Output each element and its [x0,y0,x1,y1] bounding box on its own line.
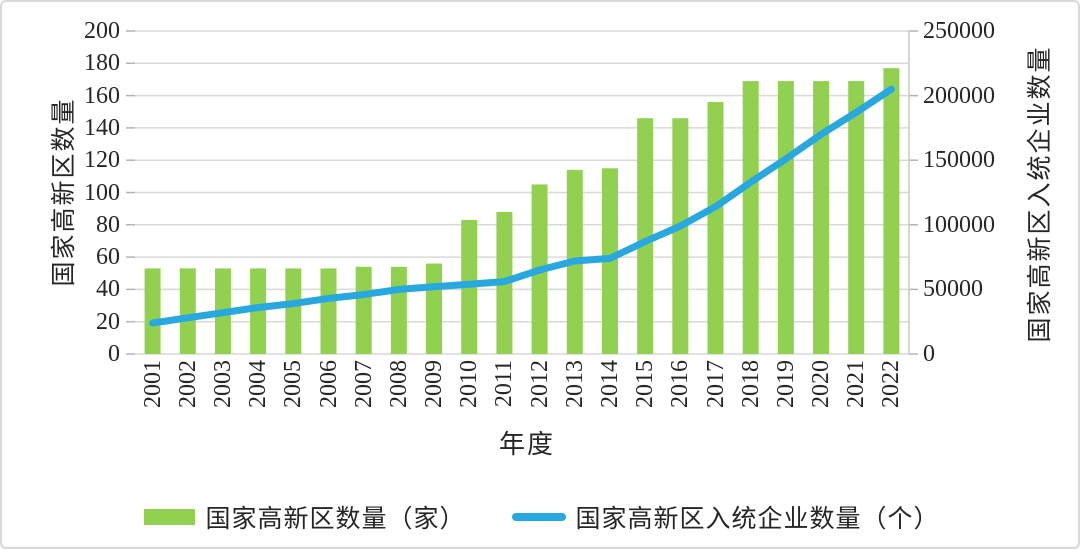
x-axis-tick-label: 2008 [385,360,412,408]
right-axis-tick-label: 150000 [923,147,995,174]
left-axis-tick-label: 180 [84,50,120,77]
x-axis-tick-label: 2017 [702,360,729,408]
left-axis-tick-label: 100 [84,179,120,206]
x-axis-tick-label: 2012 [526,360,553,408]
bar [320,268,337,354]
legend-item-line-series: 国家高新区入统企业数量（个） [511,499,940,535]
left-axis-tick-label: 200 [84,18,120,44]
x-axis-tick-label: 2006 [315,360,342,408]
bar [144,268,161,354]
x-axis-tick-label: 2018 [737,360,764,408]
right-axis-tick-label: 0 [923,341,935,367]
x-axis-tick-label: 2011 [491,360,518,408]
x-axis-tick-label: 2015 [632,360,659,408]
line-series-swatch-icon [511,513,566,521]
left-axis-tick-label: 120 [84,147,120,174]
legend-item-bar-series: 国家高新区数量（家） [144,499,465,535]
x-axis-tick-label: 2007 [350,360,377,408]
bar [390,266,407,354]
x-axis-title: 年度 [498,430,555,459]
x-axis-tick-label: 2004 [245,360,272,408]
bar [285,268,302,354]
x-axis-tick-label: 2001 [139,360,166,408]
bar [777,81,794,354]
x-axis-tick-label: 2010 [456,360,483,408]
legend: 国家高新区数量（家） 国家高新区入统企业数量（个） [2,499,1078,535]
trend-line [149,85,895,327]
x-axis-tick-label: 2022 [878,360,905,408]
bar [250,268,267,354]
right-axis-tick-label: 250000 [923,18,995,44]
right-axis-tick-label: 100000 [923,211,995,238]
bar [848,81,865,354]
bar [742,81,759,354]
x-axis-tick-label: 2016 [667,360,694,408]
left-axis-tick-label: 140 [84,114,120,141]
legend-label-line-series: 国家高新区入统企业数量（个） [575,506,940,533]
legend-label-bar-series: 国家高新区数量（家） [205,506,466,533]
left-axis-tick-label: 60 [96,244,120,271]
x-axis-tick-label: 2003 [209,360,236,408]
bar [707,102,724,354]
bar [672,118,689,355]
bar [813,81,830,354]
bar [426,263,443,354]
left-axis-tick-label: 0 [108,341,120,367]
x-axis-tick-label: 2005 [280,360,307,408]
x-axis-tick-label: 2020 [808,360,835,408]
left-axis-tick-label: 20 [96,308,120,335]
right-axis-tick-label: 200000 [923,82,995,109]
left-axis-tick-label: 80 [96,211,120,238]
x-axis-tick-label: 2021 [843,360,870,408]
x-axis-tick-label: 2013 [561,360,588,408]
left-axis-tick-label: 160 [84,82,120,109]
left-axis-tick-label: 40 [96,276,120,303]
bar [637,118,654,355]
bar [179,268,196,354]
x-axis-tick-label: 2002 [174,360,201,408]
x-axis-tick-label: 2014 [596,360,623,408]
bar [355,266,372,354]
x-axis-tick-label: 2009 [421,360,448,408]
right-axis-tick-label: 50000 [923,276,983,303]
x-axis-tick-label: 2019 [772,360,799,408]
right-axis-title: 国家高新区入统企业数量 [1027,45,1054,343]
bar-series-swatch-icon [144,509,196,525]
bar [883,68,900,355]
